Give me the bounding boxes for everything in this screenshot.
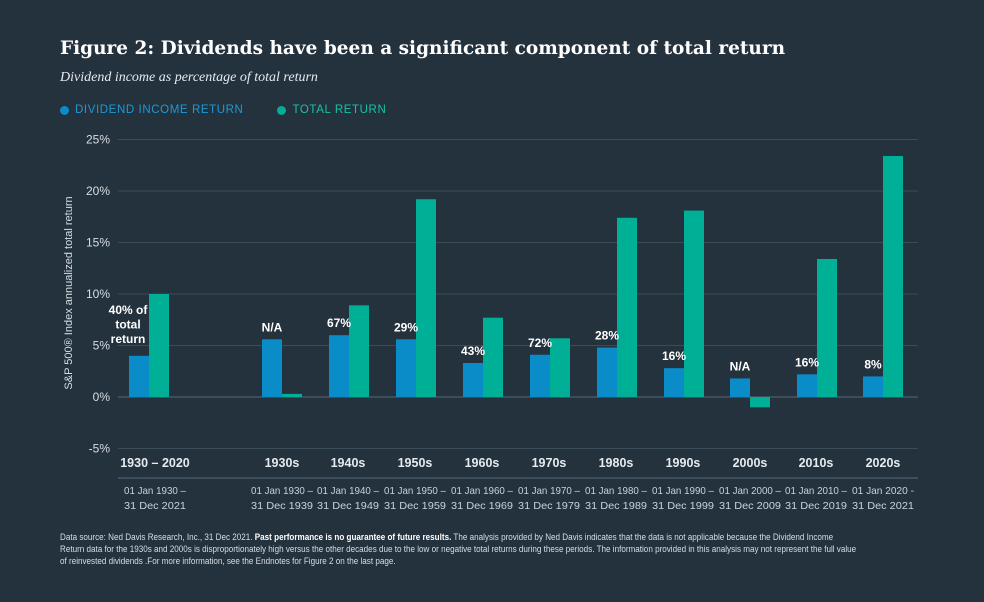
x-tick-label: 2020s — [866, 456, 901, 470]
chart-title: Figure 2: Dividends have been a signific… — [60, 38, 786, 59]
chart-subtitle: Dividend income as percentage of total r… — [60, 70, 318, 85]
data-label: return — [111, 332, 146, 346]
dividend-bar — [863, 376, 883, 397]
x-tick-label: 1950s — [398, 456, 433, 470]
date-range-label: 31 Dec 1989 — [585, 500, 647, 512]
date-range-label: 01 Jan 1950 – — [384, 485, 446, 497]
y-tick-label: 0% — [93, 390, 111, 404]
y-tick-label: 20% — [86, 184, 110, 198]
total-return-bar — [416, 199, 436, 397]
x-tick-label: 2010s — [799, 456, 834, 470]
footnote-lead: Data source: Ned Davis Research, Inc., 3… — [60, 532, 255, 542]
dividend-bar — [262, 339, 282, 397]
date-range-label: 31 Dec 1979 — [518, 500, 580, 512]
legend-swatch-total — [277, 105, 287, 115]
dividend-bar — [797, 374, 817, 397]
y-tick-label: 25% — [86, 133, 110, 147]
x-tick-label: 1990s — [666, 456, 701, 470]
x-tick-label: 1980s — [599, 456, 634, 470]
date-range-label: 31 Dec 1999 — [652, 500, 714, 512]
x-tick-label: 1930 – 2020 — [120, 456, 190, 470]
total-return-bar — [750, 397, 770, 408]
legend-swatch-dividend — [60, 105, 69, 115]
date-range-label: 01 Jan 1930 – — [251, 485, 313, 497]
date-range-label: 31 Dec 1949 — [317, 500, 379, 512]
date-range-label: 01 Jan 2010 – — [785, 485, 847, 497]
data-label: 67% — [327, 316, 351, 330]
total-return-bar — [483, 317, 503, 397]
data-label: N/A — [730, 359, 751, 373]
total-return-bar — [817, 258, 837, 397]
data-label: 16% — [795, 355, 819, 369]
legend-item-dividend: DIVIDEND INCOME RETURN — [60, 104, 243, 116]
date-range-label: 01 Jan 1980 – — [585, 485, 647, 497]
y-axis-label: S&P 500® Index annualized total return — [63, 196, 75, 389]
total-return-bar — [617, 217, 637, 397]
x-tick-label: 1970s — [532, 456, 567, 470]
date-range-label: 01 Jan 1930 – — [124, 485, 186, 497]
legend-label-total: TOTAL RETURN — [292, 104, 387, 116]
date-range-label: 31 Dec 1969 — [451, 500, 513, 512]
x-tick-label: 1930s — [265, 456, 300, 470]
dividend-bar — [530, 354, 550, 397]
footnote-disclaimer: Past performance is no guarantee of futu… — [254, 532, 452, 542]
footnote: Data source: Ned Davis Research, Inc., 3… — [60, 531, 859, 567]
legend-label-dividend: DIVIDEND INCOME RETURN — [75, 104, 244, 116]
total-return-bar — [282, 393, 302, 397]
total-return-bar — [883, 155, 903, 397]
data-label: 28% — [595, 329, 619, 343]
dividend-bar — [597, 347, 617, 397]
total-return-bar — [550, 338, 570, 397]
legend-item-total: TOTAL RETURN — [277, 104, 386, 116]
date-range-label: 31 Dec 1959 — [384, 500, 446, 512]
date-range-label: 31 Dec 2019 — [785, 500, 847, 512]
date-range-label: 31 Dec 1939 — [251, 500, 313, 512]
x-tick-label: 1940s — [331, 456, 366, 470]
date-range-label: 01 Jan 1970 – — [518, 485, 580, 497]
total-return-bar — [349, 305, 369, 397]
x-tick-label: 2000s — [733, 456, 768, 470]
dividend-bar — [396, 339, 416, 397]
date-range-label: 01 Jan 1940 – — [317, 485, 379, 497]
date-range-label: 01 Jan 2000 – — [719, 485, 781, 497]
dividend-bar — [463, 363, 483, 397]
data-label: 16% — [662, 349, 686, 363]
dividend-bar — [730, 378, 750, 397]
y-tick-label: 5% — [93, 339, 111, 353]
y-tick-label: -5% — [89, 442, 111, 456]
date-range-label: 01 Jan 1990 – — [652, 485, 714, 497]
x-tick-label: 1960s — [465, 456, 500, 470]
data-label: 72% — [528, 336, 552, 350]
data-label: 43% — [461, 344, 485, 358]
date-range-label: 31 Dec 2009 — [719, 500, 781, 512]
date-range-label: 01 Jan 1960 – — [451, 485, 513, 497]
data-label: 40% of — [109, 303, 149, 317]
total-return-bar — [684, 210, 704, 397]
dividend-bar — [129, 355, 149, 397]
data-label: 29% — [394, 320, 418, 334]
data-label: 8% — [864, 357, 882, 371]
footnote-body: The analysis provided by Ned Davis indic… — [60, 532, 857, 566]
dividend-bar — [329, 335, 349, 397]
bar-chart: -5% 0% 5% 10% 15% 20% 25% S&P 500® Index annual… — [63, 133, 918, 512]
date-range-label: 31 Dec 2021 — [124, 500, 186, 512]
date-range-label: 31 Dec 2021 — [852, 500, 914, 512]
dividend-bar — [664, 368, 684, 397]
data-label: total — [115, 318, 140, 332]
y-tick-label: 10% — [86, 287, 110, 301]
y-tick-label: 15% — [86, 236, 110, 250]
total-return-bar — [149, 294, 169, 397]
date-range-label: 01 Jan 2020 - — [852, 485, 914, 497]
data-label: N/A — [262, 320, 283, 334]
chart-legend: DIVIDEND INCOME RETURN TOTAL RETURN — [60, 104, 420, 116]
